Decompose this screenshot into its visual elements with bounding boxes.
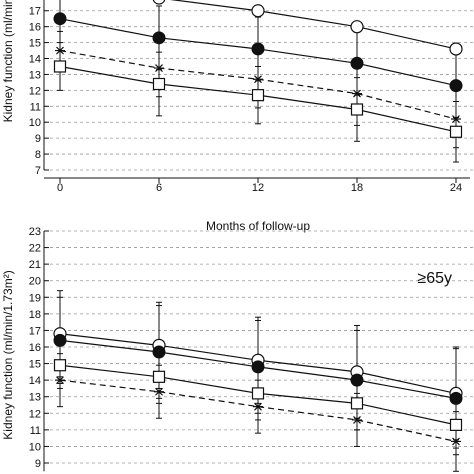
y-tick-label: 10 <box>29 441 41 453</box>
marker-filled-circle <box>53 12 67 26</box>
y-tick-label: 11 <box>30 101 41 113</box>
y-tick-label: 16 <box>29 342 41 354</box>
y-tick-label: 19 <box>29 292 41 304</box>
x-tick-label: 12 <box>252 182 264 194</box>
x-axis-title: Months of follow-up <box>206 219 310 233</box>
marker-open-square <box>53 60 67 73</box>
marker-star <box>253 75 263 84</box>
panel-1: 7 8 9 10 11 12 13 14 15 16 17 0 6 12 18 24 Months of fol… <box>1 0 474 233</box>
y-tick-label: 12 <box>29 408 41 420</box>
marker-open-square <box>449 125 463 138</box>
x-tick-label: 6 <box>156 182 162 194</box>
x-tick-label: 24 <box>450 182 462 194</box>
y-tick-label: 15 <box>29 38 41 50</box>
y-tick-label: 11 <box>30 425 41 437</box>
y-tick-label: 20 <box>29 276 41 288</box>
y-tick-label: 14 <box>29 54 41 66</box>
marker-filled-circle <box>251 42 265 56</box>
y-tick-label: 10 <box>29 117 41 129</box>
marker-filled-circle <box>53 333 67 347</box>
y-tick-label: 12 <box>29 85 41 97</box>
marker-open-square <box>152 77 166 91</box>
marker-star <box>352 89 362 98</box>
series-group <box>53 0 463 163</box>
y-tick-label: 23 <box>29 226 41 238</box>
y-tick-label: 9 <box>35 133 41 145</box>
marker-star <box>154 64 164 72</box>
marker-filled-circle <box>449 79 463 93</box>
marker-open-circle <box>152 0 166 5</box>
y-tick-label: 17 <box>29 6 41 18</box>
marker-star <box>451 115 461 123</box>
marker-open-square <box>350 397 364 410</box>
y-tick-label: 8 <box>35 149 41 161</box>
marker-star <box>352 415 362 424</box>
marker-open-circle <box>251 4 265 18</box>
y-tick-label: 22 <box>29 243 41 255</box>
marker-filled-circle <box>449 391 463 405</box>
y-tick-label: 17 <box>29 325 41 337</box>
marker-star <box>451 437 461 446</box>
marker-star <box>55 46 65 55</box>
marker-open-square <box>53 359 67 372</box>
y-tick-label: 9 <box>35 458 41 470</box>
panel-2: 9 10 11 12 13 14 15 16 17 18 19 20 21 22 23 Kidney func… <box>1 226 474 472</box>
marker-open-circle <box>350 20 364 34</box>
y-tick-label: 18 <box>29 309 41 321</box>
x-tick-label: 0 <box>57 182 63 194</box>
marker-open-square <box>350 103 364 116</box>
marker-open-square <box>251 387 265 400</box>
marker-filled-circle <box>152 345 166 359</box>
marker-filled-circle <box>350 56 364 70</box>
series-group <box>53 290 463 472</box>
y-tick-label: 16 <box>29 22 41 34</box>
y-axis-title: Kidney function (ml/min/1.73m²) <box>1 270 15 439</box>
marker-open-square <box>251 89 265 102</box>
x-tick-label: 18 <box>351 182 363 194</box>
marker-filled-circle <box>350 373 364 387</box>
marker-star <box>154 387 164 396</box>
marker-filled-circle <box>152 31 166 45</box>
series-line-star <box>59 379 457 443</box>
y-tick-label: 14 <box>29 375 41 387</box>
marker-star <box>253 402 263 411</box>
marker-open-square <box>449 418 463 431</box>
marker-open-circle <box>449 42 463 56</box>
marker-open-square <box>152 370 166 383</box>
y-axis-title: Kidney function (ml/min <box>1 0 15 122</box>
y-tick-label: 13 <box>29 69 41 81</box>
marker-filled-circle <box>251 360 265 374</box>
panel-label: ≥65y <box>417 270 452 287</box>
y-tick-label: 15 <box>29 359 41 371</box>
y-tick-label: 13 <box>29 392 41 404</box>
y-tick-label: 7 <box>35 165 41 177</box>
y-tick-label: 21 <box>29 259 41 271</box>
marker-star <box>55 376 65 385</box>
